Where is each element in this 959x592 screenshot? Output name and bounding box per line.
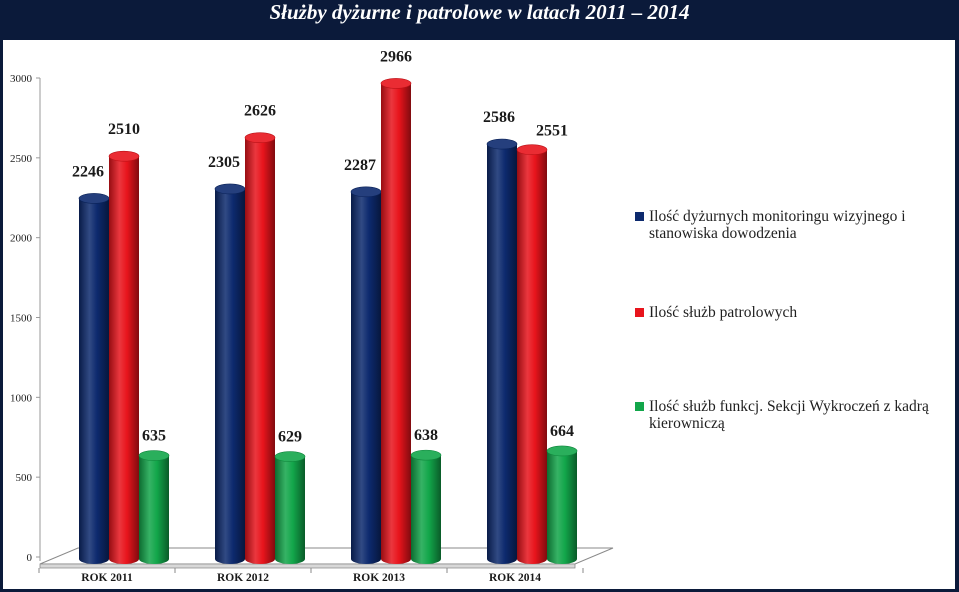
bar-cap-3-2 (274, 451, 306, 462)
y-tick-label: 1500 (10, 313, 33, 325)
bar-2-2 (245, 137, 275, 564)
data-label: 2626 (244, 103, 276, 120)
y-tick-label: 2500 (10, 153, 33, 165)
data-label: 2510 (108, 121, 140, 138)
bar-2-4 (517, 149, 547, 564)
bar-cap-1-2 (214, 183, 246, 195)
bar-cap-1-4 (486, 138, 518, 150)
bar-cap-2-1 (108, 150, 140, 162)
data-label: 638 (414, 427, 438, 444)
bar-1-2 (215, 188, 245, 565)
data-label: 2586 (483, 109, 515, 126)
bar-cap-3-4 (546, 445, 578, 457)
legend-swatch (635, 212, 644, 221)
bar-cap-3-1 (138, 450, 170, 461)
data-label: 2966 (380, 48, 412, 65)
data-label: 2551 (536, 123, 568, 140)
legend-label: Ilość służb patrolowych (649, 304, 798, 321)
x-tick-label: ROK 2014 (489, 572, 541, 584)
y-tick-label: 2000 (10, 233, 33, 245)
bar-3-2 (275, 456, 305, 564)
bar-cap-2-4 (516, 144, 548, 155)
data-label: 2246 (72, 163, 104, 180)
bar-cap-1-1 (78, 193, 110, 204)
x-tick-label: ROK 2012 (217, 572, 269, 584)
bar-3-4 (547, 450, 577, 564)
bar-cap-2-3 (380, 78, 412, 89)
legend-swatch (635, 308, 644, 317)
bar-chart: 0 500 1000 1500 2000 2500 3000 2246 2510 635 2305 2… (10, 48, 614, 584)
bar-2-3 (381, 83, 411, 565)
bar-cap-3-3 (410, 449, 442, 461)
data-label: 664 (550, 423, 574, 440)
legend-swatch (635, 402, 644, 411)
bar-1-4 (487, 144, 517, 564)
y-tick-label: 500 (16, 472, 33, 484)
x-tick-label: ROK 2013 (353, 572, 405, 584)
bar-3-1 (139, 455, 169, 564)
legend-label: Ilość dyżurnych monitoringu wizyjnego i … (649, 208, 906, 242)
chart-floor-edge (39, 563, 576, 569)
bar-cap-1-3 (350, 186, 382, 198)
legend-label: Ilość służb funkcj. Sekcji Wykroczeń z k… (649, 398, 929, 432)
bar-cap-2-2 (244, 132, 276, 144)
bar-3-3 (411, 455, 441, 564)
y-tick-label: 0 (27, 552, 33, 564)
data-label: 635 (142, 428, 166, 445)
plot-area: 0 500 1000 1500 2000 2500 3000 2246 2510 635 2305 2… (3, 40, 955, 589)
data-label: 629 (278, 429, 302, 446)
chart-title: Służby dyżurne i patrolowe w latach 2011… (269, 0, 690, 24)
data-label: 2305 (208, 154, 240, 171)
data-label: 2287 (344, 157, 376, 174)
bar-1-1 (79, 198, 109, 564)
bar-2-1 (109, 156, 139, 564)
y-tick-label: 3000 (10, 73, 33, 85)
y-tick-label: 1000 (10, 392, 33, 404)
bar-1-3 (351, 191, 381, 564)
x-tick-label: ROK 2011 (81, 572, 133, 584)
